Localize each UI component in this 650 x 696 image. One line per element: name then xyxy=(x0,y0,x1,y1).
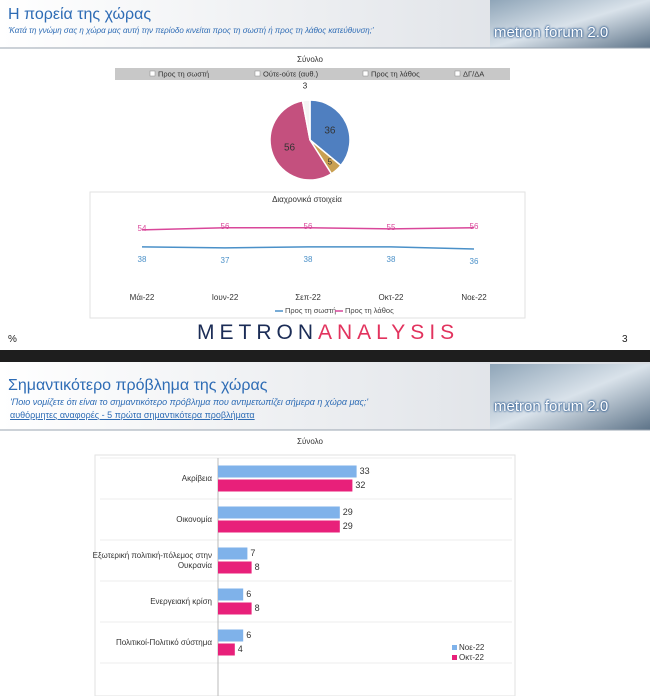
logo-bg xyxy=(490,0,650,48)
logo: metron forum 2.0 xyxy=(494,24,609,41)
data-label: 33 xyxy=(360,466,370,476)
logo-bg xyxy=(490,364,650,430)
data-label: 56 xyxy=(470,222,479,231)
x-tick-label: Ιουν-22 xyxy=(212,293,239,302)
legend-label: Προς τη σωστή xyxy=(285,306,336,315)
bar xyxy=(218,479,353,492)
x-tick-label: Νοε-22 xyxy=(461,293,487,302)
legend-label: Νοε-22 xyxy=(459,643,485,652)
legend-label: ΔΓ/ΔΑ xyxy=(463,69,484,78)
data-label: 56 xyxy=(304,222,313,231)
y-tick-label: Οικονομία xyxy=(176,514,212,524)
data-label: 8 xyxy=(255,603,260,613)
x-tick-label: Σεπ-22 xyxy=(295,293,321,302)
brand: METRONANALYSIS xyxy=(197,321,459,345)
legend-swatch xyxy=(452,655,457,660)
legend-label: Προς τη λάθος xyxy=(345,306,394,315)
legend-swatch xyxy=(452,645,457,650)
slide-subtitle: 'Ποιο νομίζετε ότι είναι το σημαντικότερ… xyxy=(10,397,369,407)
data-label: 3 xyxy=(303,81,308,90)
data-label: 38 xyxy=(138,255,147,264)
legend-swatch xyxy=(254,70,261,77)
chart-frame xyxy=(89,191,526,319)
data-label: 8 xyxy=(255,562,260,572)
bar xyxy=(218,506,340,519)
data-label: 29 xyxy=(343,507,353,517)
data-label: 38 xyxy=(387,255,396,264)
pie-slice xyxy=(269,99,333,181)
legend-label: Οκτ-22 xyxy=(459,653,484,662)
data-label: 54 xyxy=(138,224,147,233)
slide-title: Η πορεία της χώρας xyxy=(8,6,152,23)
brand-left: METRON xyxy=(197,321,318,344)
data-label: 37 xyxy=(221,256,230,265)
legend-bg xyxy=(115,68,510,80)
chart-title: Σύνολο xyxy=(297,55,323,64)
legend-swatch xyxy=(362,70,369,77)
legend-label: Προς τη λάθος xyxy=(371,69,420,78)
slide-separator xyxy=(0,350,650,362)
legend-swatch xyxy=(149,70,156,77)
pie-slice xyxy=(309,99,351,167)
y-tick-label: Ακρίβεια xyxy=(181,473,212,483)
data-label: 29 xyxy=(343,521,353,531)
bar xyxy=(218,588,244,601)
x-tick-label: Μάι-22 xyxy=(130,293,155,302)
bar xyxy=(218,465,357,478)
bar xyxy=(218,629,244,642)
bar xyxy=(218,561,252,574)
chart-frame xyxy=(94,454,516,696)
x-tick-label: Οκτ-22 xyxy=(379,293,404,302)
bar xyxy=(218,602,252,615)
data-label: 56 xyxy=(284,143,296,154)
line-series xyxy=(141,227,475,231)
data-label: 38 xyxy=(304,255,313,264)
logo: metron forum 2.0 xyxy=(494,398,609,415)
data-label: 7 xyxy=(250,548,255,558)
legend-label: Ούτε-ούτε (αυθ.) xyxy=(263,69,319,78)
slide-note: αυθόρμητες αναφορές - 5 πρώτα σημαντικότ… xyxy=(10,410,255,420)
page-number: 3 xyxy=(622,334,628,345)
data-label: 5 xyxy=(328,158,333,167)
line-series xyxy=(141,246,475,250)
data-label: 56 xyxy=(221,222,230,231)
bar xyxy=(218,520,340,533)
data-label: 55 xyxy=(387,223,396,232)
data-label: 6 xyxy=(246,589,251,599)
chart-title: Διαχρονικά στοιχεία xyxy=(272,195,342,204)
bar xyxy=(218,643,235,656)
brand-right: ANALYSIS xyxy=(318,321,460,344)
data-label: 4 xyxy=(238,644,243,654)
y-tick-label: Εξωτερική πολιτική-πόλεμος στην Ουκρανία xyxy=(92,550,212,570)
pie-slice xyxy=(301,99,311,141)
slide-subtitle: 'Κατά τη γνώμη σας η χώρα μας αυτή την π… xyxy=(8,26,374,35)
y-tick-label: Ενεργειακή κρίση xyxy=(150,596,212,606)
data-label: 32 xyxy=(355,480,365,490)
data-label: 36 xyxy=(470,257,479,266)
legend-swatch xyxy=(454,70,461,77)
slide-title: Σημαντικότερο πρόβλημα της χώρας xyxy=(8,377,268,394)
chart-title: Σύνολο xyxy=(297,437,323,446)
bar xyxy=(218,547,248,560)
data-label: 6 xyxy=(246,630,251,640)
legend-label: Προς τη σωστή xyxy=(158,69,209,78)
unit: % xyxy=(8,334,17,345)
y-tick-label: Πολιτικοί-Πολιτικό σύστημα xyxy=(115,637,212,647)
data-label: 36 xyxy=(324,125,336,136)
